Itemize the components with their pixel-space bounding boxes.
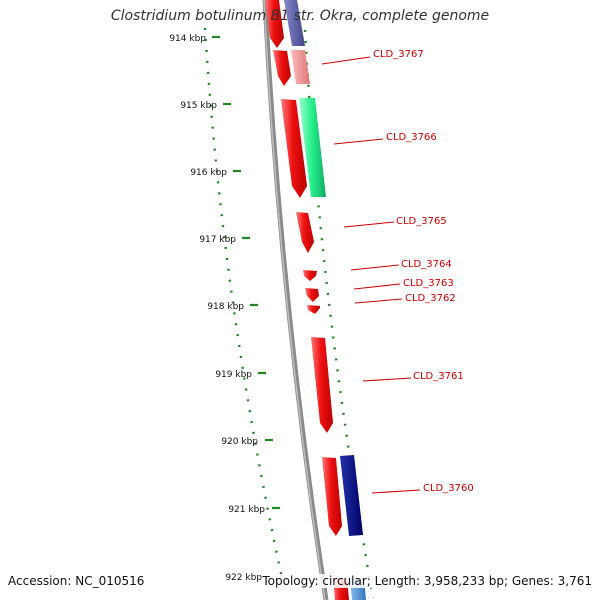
leader-line xyxy=(343,221,395,228)
ruler-label-918: 918 kbp xyxy=(207,302,244,312)
strand-two-genes xyxy=(284,0,366,600)
ruler-label-921: 921 kbp xyxy=(228,505,265,515)
gene-leader-lines xyxy=(321,56,421,494)
gene-label[interactable]: CLD_3767 xyxy=(373,49,424,60)
gene-label[interactable]: CLD_3765 xyxy=(396,216,447,227)
gene-label[interactable]: CLD_3761 xyxy=(413,371,464,382)
gene-label[interactable]: CLD_3760 xyxy=(423,483,474,494)
gene-arrow[interactable] xyxy=(307,305,320,314)
gene-block-pink[interactable] xyxy=(291,50,310,84)
gene-arrow[interactable] xyxy=(296,212,314,253)
ruler-label-914: 914 kbp xyxy=(169,34,206,44)
ruler-label-917: 917 kbp xyxy=(199,235,236,245)
accession-text: Accession: NC_010516 xyxy=(8,574,145,588)
gene-label[interactable]: CLD_3762 xyxy=(405,293,456,304)
gene-block-purple[interactable] xyxy=(284,0,305,46)
strand-one-genes xyxy=(265,0,349,600)
gene-block-green[interactable] xyxy=(299,98,326,197)
ruler-label-915: 915 kbp xyxy=(180,101,217,111)
topology-text: Topology: circular; Length: 3,958,233 bp… xyxy=(262,574,592,588)
gene-block-navy[interactable] xyxy=(340,455,363,536)
genome-backbone-highlight xyxy=(263,0,326,600)
gene-arrow[interactable] xyxy=(265,0,284,48)
leader-line xyxy=(354,298,403,304)
leader-line xyxy=(321,56,371,65)
ruler-label-919: 919 kbp xyxy=(215,370,252,380)
gene-arrow[interactable] xyxy=(305,288,319,302)
gene-label[interactable]: CLD_3763 xyxy=(403,278,454,289)
leader-line xyxy=(371,489,421,494)
gene-arrow[interactable] xyxy=(273,50,291,86)
gene-arrow[interactable] xyxy=(281,99,307,198)
gene-arrow[interactable] xyxy=(322,457,342,536)
leader-line xyxy=(362,377,412,382)
gene-label[interactable]: CLD_3764 xyxy=(401,259,452,270)
ruler-label-916: 916 kbp xyxy=(190,168,227,178)
ruler-label-922: 922 kbp xyxy=(225,573,262,583)
leader-line xyxy=(333,138,384,145)
leader-line xyxy=(353,283,401,290)
gene-label[interactable]: CLD_3766 xyxy=(386,132,437,143)
leader-line xyxy=(350,264,400,271)
genome-title: Clostridium botulinum B1 str. Okra, comp… xyxy=(110,8,490,24)
gene-arrow[interactable] xyxy=(311,337,333,433)
ruler-ticks xyxy=(212,35,280,510)
genome-backbone xyxy=(262,0,329,600)
gene-arrow[interactable] xyxy=(303,270,317,281)
ruler-label-920: 920 kbp xyxy=(221,437,258,447)
